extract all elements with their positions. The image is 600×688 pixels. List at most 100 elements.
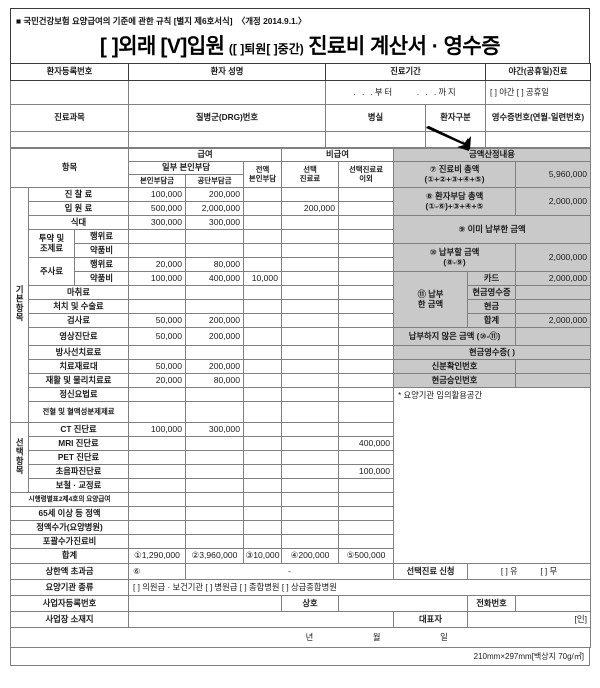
cell-full[interactable] — [243, 492, 282, 507]
selective-request-options[interactable]: [ ] 유 [ ] 무 — [466, 563, 592, 580]
cell-insurer[interactable] — [185, 478, 244, 493]
patient-type-value[interactable] — [424, 131, 487, 148]
cell-sel[interactable] — [281, 243, 339, 258]
cell-sel[interactable] — [281, 387, 339, 402]
patient-reg-no-value[interactable] — [10, 80, 129, 105]
cell-nonsel[interactable] — [338, 345, 394, 360]
cell-self[interactable] — [128, 520, 186, 535]
cell-sel[interactable] — [281, 534, 339, 549]
cell-nonsel[interactable] — [338, 359, 394, 374]
cell-nonsel[interactable] — [338, 271, 394, 286]
cell-nonsel[interactable] — [338, 422, 394, 437]
cell-self[interactable] — [128, 229, 186, 244]
cell-self[interactable]: 100,000 — [128, 187, 186, 202]
cell-insurer[interactable] — [185, 345, 244, 360]
cell-self[interactable]: 50,000 — [128, 359, 186, 374]
address-value[interactable] — [128, 611, 394, 628]
cell-insurer[interactable]: 80,000 — [185, 373, 244, 388]
cell-full[interactable] — [243, 520, 282, 535]
cell-self[interactable]: 50,000 — [128, 327, 186, 346]
cell-nonsel[interactable] — [338, 373, 394, 388]
date-line[interactable]: 년 월 일 — [9, 627, 592, 648]
cell-nonsel[interactable]: 400,000 — [338, 436, 394, 451]
cell-nonsel[interactable] — [338, 478, 394, 493]
receipt-no-value[interactable] — [485, 131, 592, 148]
cell-insurer[interactable]: 200,000 — [185, 359, 244, 374]
cell-self[interactable] — [128, 401, 186, 423]
cell-nonsel[interactable] — [338, 520, 394, 535]
phone-value[interactable] — [514, 595, 592, 612]
cell-self[interactable] — [128, 436, 186, 451]
cell-sel[interactable]: 200,000 — [281, 201, 339, 216]
cell-nonsel[interactable] — [338, 299, 394, 314]
cell-insurer[interactable] — [185, 492, 244, 507]
cell-self[interactable] — [128, 478, 186, 493]
cell-insurer[interactable]: 300,000 — [185, 422, 244, 437]
inst-type-options[interactable]: [ ] 의원급 · 보건기관 [ ] 병원급 [ ] 종합병원 [ ] 상급종합… — [127, 579, 592, 596]
cell-nonsel[interactable] — [338, 257, 394, 272]
cell-self[interactable]: 300,000 — [128, 215, 186, 230]
cell-full[interactable] — [243, 478, 282, 493]
cell-insurer[interactable] — [185, 464, 244, 479]
cell-self[interactable] — [128, 299, 186, 314]
cell-sel[interactable] — [281, 345, 339, 360]
cell-sel[interactable] — [281, 215, 339, 230]
cell-self[interactable] — [128, 492, 186, 507]
cell-full[interactable] — [243, 422, 282, 437]
cell-insurer[interactable] — [185, 436, 244, 451]
cell-self[interactable] — [128, 345, 186, 360]
cell-nonsel[interactable] — [338, 492, 394, 507]
cell-nonsel[interactable] — [338, 534, 394, 549]
cell-self[interactable] — [128, 534, 186, 549]
cell-full[interactable]: 10,000 — [243, 271, 282, 286]
cell-self[interactable]: 500,000 — [128, 201, 186, 216]
cell-insurer[interactable] — [185, 450, 244, 465]
cell-full[interactable] — [243, 464, 282, 479]
cell-nonsel[interactable]: 100,000 — [338, 464, 394, 479]
cell-insurer[interactable]: 80,000 — [185, 257, 244, 272]
cell-full[interactable] — [243, 229, 282, 244]
cell-nonsel[interactable] — [338, 285, 394, 300]
cell-nonsel[interactable] — [338, 387, 394, 402]
cell-nonsel[interactable] — [338, 327, 394, 346]
cell-insurer[interactable]: 400,000 — [185, 271, 244, 286]
cell-full[interactable] — [243, 534, 282, 549]
cell-nonsel[interactable] — [338, 215, 394, 230]
cell-full[interactable] — [243, 327, 282, 346]
cell-insurer[interactable] — [185, 299, 244, 314]
cell-sel[interactable] — [281, 492, 339, 507]
cell-insurer[interactable] — [185, 520, 244, 535]
cell-sel[interactable] — [281, 373, 339, 388]
cell-full[interactable] — [243, 436, 282, 451]
cell-insurer[interactable] — [185, 401, 244, 423]
cell-full[interactable] — [243, 450, 282, 465]
trade-name-value[interactable] — [338, 595, 468, 612]
biz-no-value[interactable] — [128, 595, 282, 612]
cell-sel[interactable] — [281, 422, 339, 437]
cell-self[interactable] — [128, 506, 186, 521]
cell-insurer[interactable] — [185, 387, 244, 402]
cell-self[interactable] — [128, 464, 186, 479]
cell-sel[interactable] — [281, 327, 339, 346]
cell-sel[interactable] — [281, 464, 339, 479]
cell-full[interactable] — [243, 387, 282, 402]
cell-nonsel[interactable] — [338, 506, 394, 521]
cell-insurer[interactable] — [185, 229, 244, 244]
id-confirm-value[interactable] — [514, 359, 592, 374]
cell-sel[interactable] — [281, 478, 339, 493]
cell-nonsel[interactable] — [338, 201, 394, 216]
cell-self[interactable]: 20,000 — [128, 373, 186, 388]
cell-insurer[interactable] — [185, 285, 244, 300]
cell-full[interactable] — [243, 215, 282, 230]
cell-full[interactable] — [243, 359, 282, 374]
treatment-period-value[interactable]: . . .부터 . . .까지 — [324, 80, 487, 105]
cell-self[interactable] — [128, 450, 186, 465]
night-holiday-options[interactable]: [ ] 야간 [ ] 공휴일 — [485, 80, 592, 105]
cell-self[interactable]: 100,000 — [128, 422, 186, 437]
cell-nonsel[interactable] — [338, 229, 394, 244]
cell-sel[interactable] — [281, 271, 339, 286]
cash-approval-value[interactable] — [514, 373, 592, 388]
cell-sel[interactable] — [281, 450, 339, 465]
cell-sel[interactable] — [281, 520, 339, 535]
cell-insurer[interactable]: 300,000 — [185, 215, 244, 230]
